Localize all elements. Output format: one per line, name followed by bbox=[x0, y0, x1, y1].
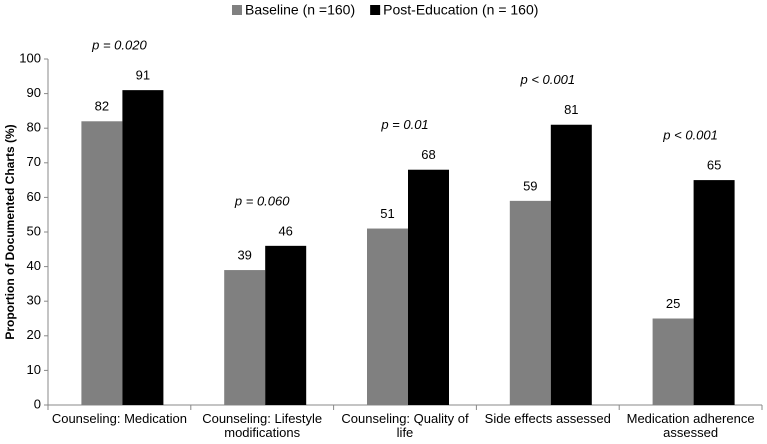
legend-label: Baseline (n =160) bbox=[245, 2, 355, 18]
bar bbox=[693, 180, 735, 405]
value-label: 65 bbox=[707, 158, 721, 173]
value-label: 81 bbox=[564, 102, 578, 117]
bar bbox=[265, 245, 307, 405]
annotation: p < 0.001 bbox=[520, 72, 576, 87]
value-label: 39 bbox=[237, 247, 251, 262]
x-tick-label: Side effects assessed bbox=[484, 411, 611, 426]
y-tick-label: 10 bbox=[27, 362, 41, 377]
value-label: 25 bbox=[666, 296, 680, 311]
x-tick-label: Counseling: Lifestyle modifications bbox=[202, 411, 323, 440]
y-tick-label: 70 bbox=[27, 154, 41, 169]
legend-swatch bbox=[232, 5, 242, 15]
annotation: p = 0.060 bbox=[234, 193, 290, 208]
annotation: p = 0.01 bbox=[380, 117, 428, 132]
y-tick-label: 90 bbox=[27, 85, 41, 100]
y-tick-label: 20 bbox=[27, 327, 41, 342]
value-label: 91 bbox=[136, 68, 150, 83]
bar bbox=[367, 228, 408, 405]
bar bbox=[408, 169, 449, 405]
y-tick-label: 60 bbox=[27, 189, 41, 204]
bar bbox=[122, 90, 164, 405]
y-tick-label: 80 bbox=[27, 120, 41, 135]
y-tick-label: 100 bbox=[19, 50, 41, 65]
y-tick-label: 0 bbox=[34, 396, 41, 411]
value-label: 46 bbox=[278, 223, 292, 238]
x-tick-label: Counseling: Quality of life bbox=[341, 411, 469, 440]
value-label: 59 bbox=[523, 178, 537, 193]
value-label: 82 bbox=[95, 99, 109, 114]
x-tick-label: Medication adherence assessed bbox=[626, 411, 755, 440]
bar bbox=[652, 318, 694, 405]
y-axis-title: Proportion of Documented Charts (%) bbox=[3, 124, 17, 339]
y-tick-label: 40 bbox=[27, 258, 41, 273]
bar bbox=[509, 200, 551, 405]
bar bbox=[224, 270, 266, 405]
annotation: p < 0.001 bbox=[662, 128, 718, 143]
y-tick-label: 30 bbox=[27, 293, 41, 308]
y-tick-label: 50 bbox=[27, 223, 41, 238]
value-label: 51 bbox=[380, 206, 394, 221]
x-tick-label: Counseling: Medication bbox=[51, 411, 187, 426]
bar bbox=[550, 124, 592, 406]
annotation: p = 0.020 bbox=[91, 38, 147, 53]
legend-label: Post-Education (n = 160) bbox=[383, 2, 538, 18]
value-label: 68 bbox=[421, 147, 435, 162]
legend-swatch bbox=[370, 5, 381, 15]
bar bbox=[81, 121, 123, 405]
